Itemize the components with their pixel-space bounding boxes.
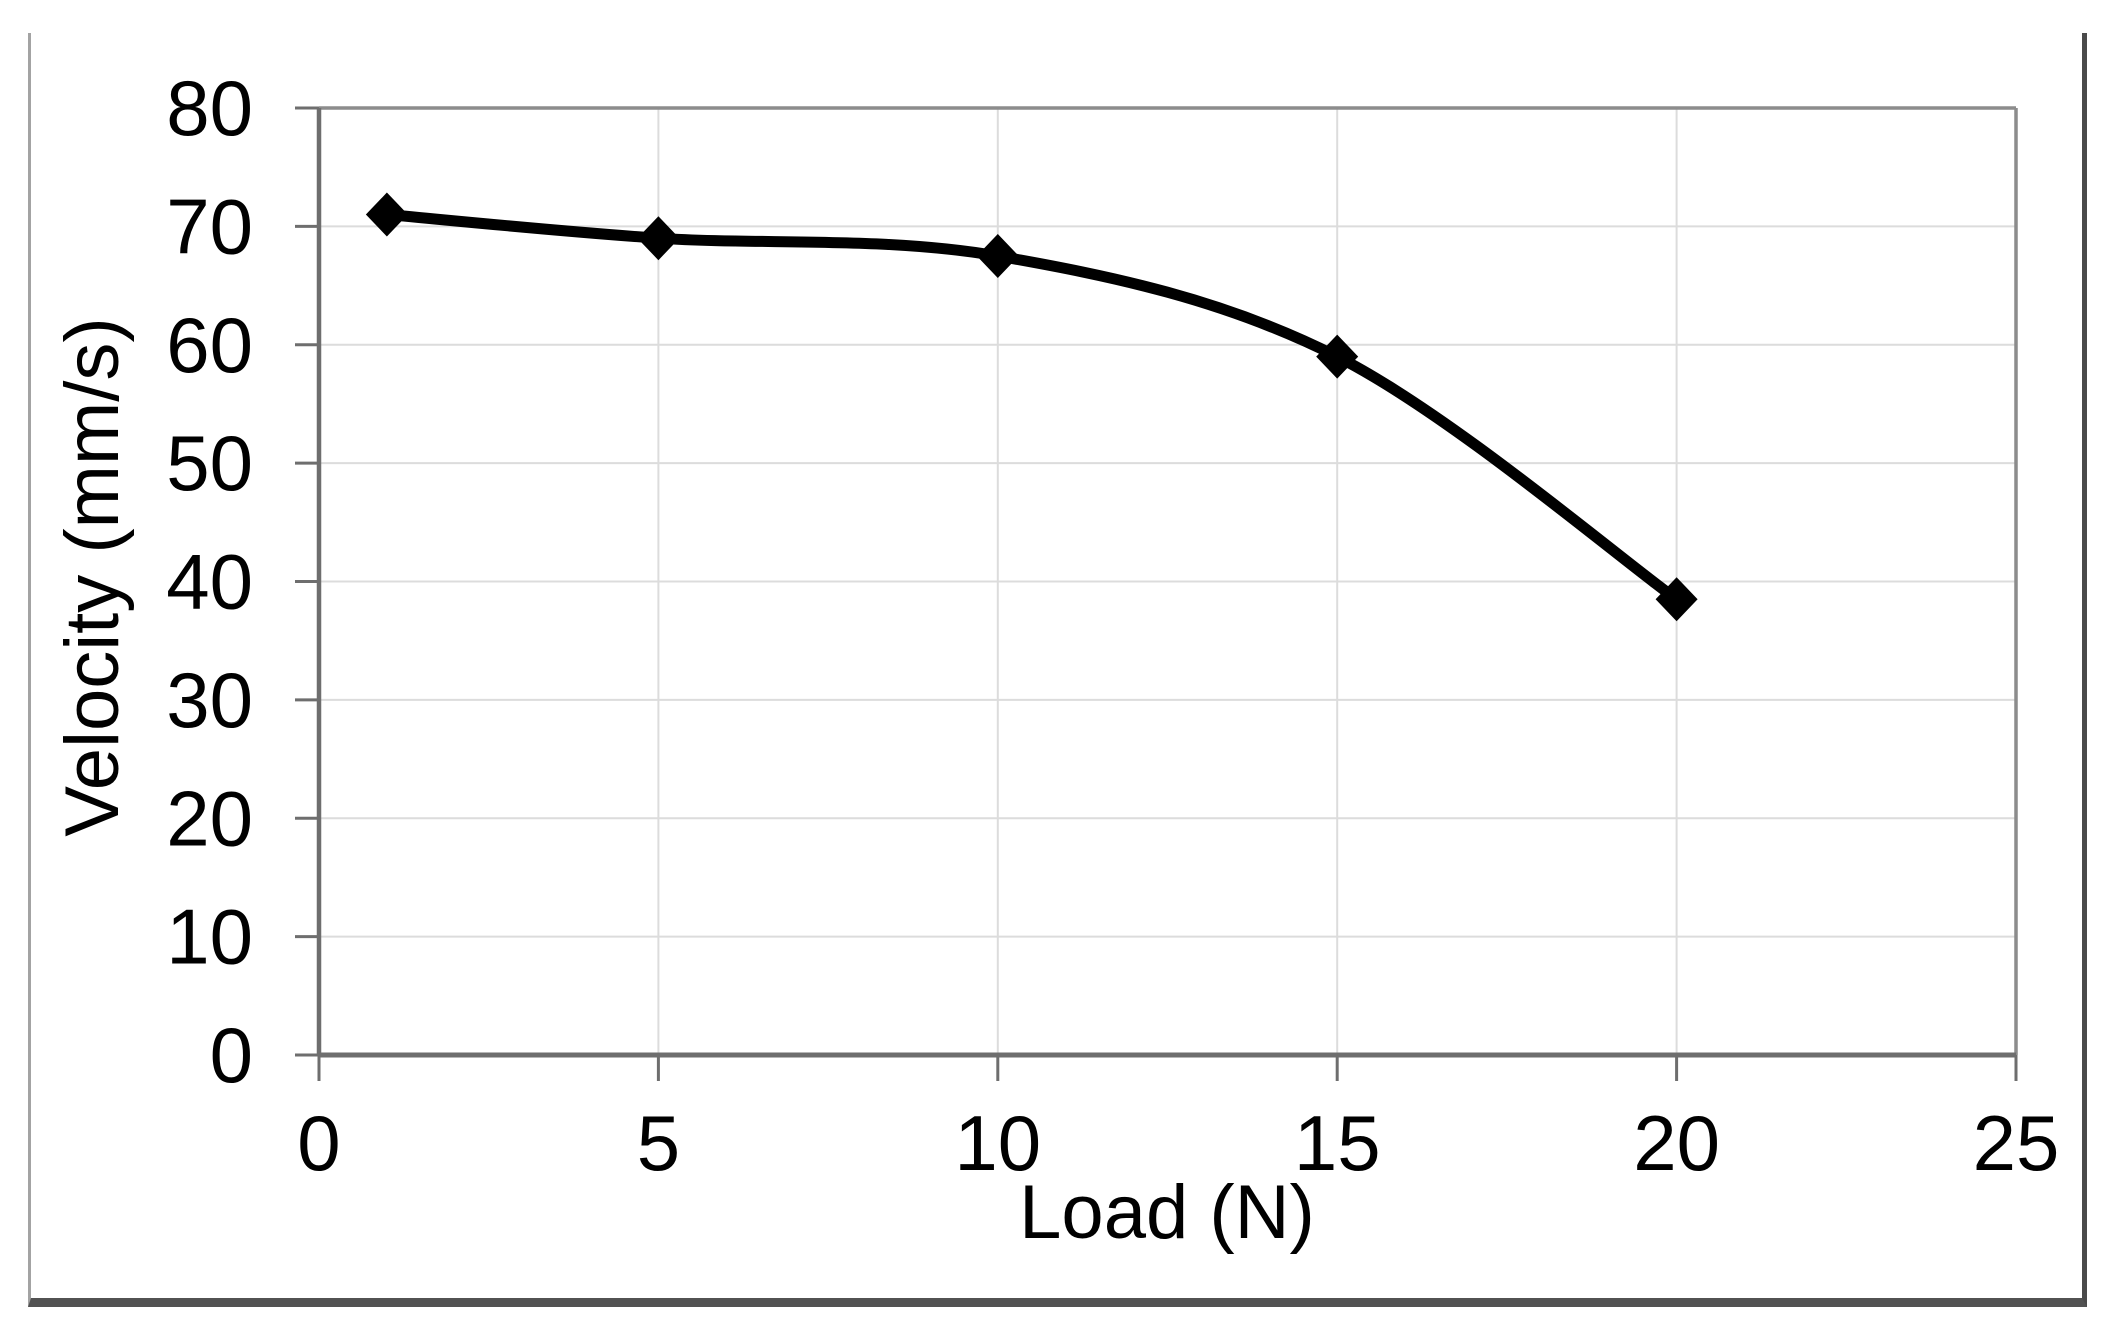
data-point-marker [637,216,680,261]
chart-frame [28,33,2087,1307]
data-point-marker [1655,577,1698,622]
y-tick-label: 30 [166,656,253,744]
y-tick-label: 60 [166,301,253,389]
data-point-marker [1316,334,1359,379]
x-tick-label: 15 [1294,1099,1381,1187]
x-axis-title: Load (N) [1019,1170,1315,1255]
y-axis-title: Velocity (mm/s) [50,317,135,836]
data-point-marker [976,233,1019,278]
x-tick-label: 25 [1973,1099,2060,1187]
data-series-line [381,209,1683,605]
gridlines [319,108,2016,1055]
y-tick-label: 0 [210,1011,253,1099]
x-tick-label: 5 [637,1099,680,1187]
plot-area-border [319,106,2018,1055]
data-point-markers [365,192,1698,622]
x-tick-label: 10 [954,1099,1041,1187]
y-tick-label: 80 [166,64,253,152]
data-point-marker [365,192,408,237]
y-tick-label: 10 [166,893,253,981]
y-tick-label: 50 [166,419,253,507]
y-tick-label: 20 [166,774,253,862]
y-tick-label: 40 [166,538,253,626]
y-tick-label: 70 [166,182,253,270]
data-series [381,209,1683,605]
x-tick-label: 20 [1633,1099,1720,1187]
tick-marks [295,106,2018,1081]
tick-labels: 0 10 20 30 40 50 60 70 80 0 5 10 15 20 25 [166,64,2059,1187]
x-tick-label: 0 [297,1099,340,1187]
